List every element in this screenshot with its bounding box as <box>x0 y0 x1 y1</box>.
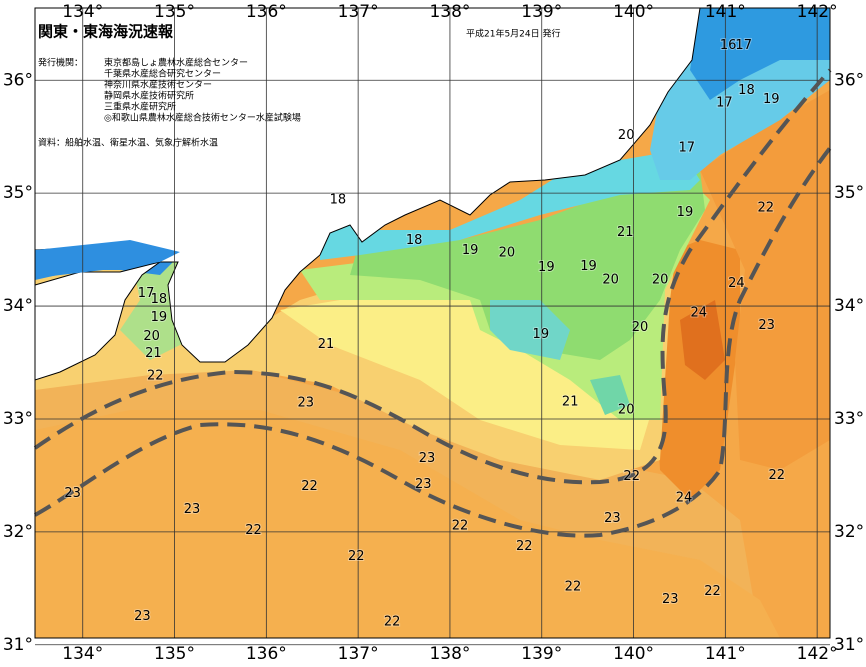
publisher: 三重県水産研究所 <box>104 101 176 113</box>
lat-label: 32° <box>834 522 864 542</box>
lon-label: 141° <box>705 2 746 22</box>
lat-label: 35° <box>834 183 864 203</box>
isotherm-label: 22 <box>623 469 640 484</box>
lon-label: 138° <box>429 644 470 664</box>
isotherm-label: 23 <box>662 592 679 607</box>
lat-label: 36° <box>3 70 33 90</box>
publisher: 千葉県水産総合研究センター <box>104 68 221 80</box>
isotherm-label: 20 <box>632 320 649 335</box>
isotherm-label: 23 <box>184 502 201 517</box>
isotherm-label: 19 <box>580 259 597 274</box>
lon-label: 137° <box>338 644 379 664</box>
inland-sea <box>35 240 180 278</box>
isotherm-label: 24 <box>676 491 693 506</box>
publisher: 東京都島しょ農林水産総合センター <box>104 57 248 69</box>
lat-label: 33° <box>3 409 33 429</box>
lat-label: 32° <box>3 522 33 542</box>
lon-label: 140° <box>613 644 654 664</box>
lon-label: 134° <box>62 644 103 664</box>
lon-label: 141° <box>705 644 746 664</box>
isotherm-label: 20 <box>652 273 669 288</box>
lat-label: 35° <box>3 183 33 203</box>
isotherm-label: 23 <box>419 451 436 466</box>
isotherm-label: 20 <box>602 273 619 288</box>
isotherm-label: 21 <box>562 395 579 410</box>
lat-label: 34° <box>834 296 864 316</box>
sources: 資料：船舶水温、衛星水温、気象庁解析水温 <box>38 137 218 149</box>
lon-label: 136° <box>246 2 287 22</box>
isotherm-label: 17 <box>138 286 155 301</box>
isotherm-label: 23 <box>604 511 621 526</box>
publisher-heading: 発行機関： <box>38 57 83 69</box>
isotherm-label: 22 <box>704 584 721 599</box>
isotherm-label: 23 <box>64 486 81 501</box>
isotherm-label: 19 <box>538 260 555 275</box>
isotherm-label: 24 <box>728 276 745 291</box>
lat-label: 36° <box>834 70 864 90</box>
lon-label: 134° <box>62 2 103 22</box>
isotherm-label: 20 <box>499 246 516 261</box>
isotherm-label: 22 <box>384 615 401 630</box>
lon-label: 135° <box>154 644 195 664</box>
isotherm-label: 22 <box>301 479 318 494</box>
isotherm-label: 22 <box>348 549 365 564</box>
publisher: 静岡県水産技術研究所 <box>104 90 194 102</box>
map-frame <box>34 7 831 639</box>
issue-date: 平成21年5月24日 発行 <box>466 28 561 40</box>
isotherm-label: 18 <box>330 192 347 207</box>
isotherm-label: 21 <box>617 225 634 240</box>
isotherm-label: 22 <box>757 200 774 215</box>
isotherm-label: 19 <box>677 205 694 220</box>
lon-label: 138° <box>429 2 470 22</box>
graticule <box>35 8 830 646</box>
isotherm-label: 19 <box>533 327 550 342</box>
isotherm-label: 19 <box>763 92 780 107</box>
lon-label: 142° <box>797 644 838 664</box>
publisher: 神奈川県水産技術センター <box>104 79 212 91</box>
isotherm-label: 22 <box>516 539 533 554</box>
isotherm-label: 18 <box>738 83 755 98</box>
isotherm-label: 22 <box>768 468 785 483</box>
isotherm-label: 17 <box>735 38 752 53</box>
isotherm-label: 18 <box>406 233 423 248</box>
lon-label: 137° <box>338 2 379 22</box>
isotherm-label: 19 <box>462 243 479 258</box>
isotherm-label: 22 <box>452 519 469 534</box>
isotherm-label: 20 <box>618 128 635 143</box>
lat-label: 31° <box>834 635 864 655</box>
title: 関東・東海海況速報 <box>38 23 174 41</box>
isotherm-label: 23 <box>415 477 432 492</box>
isotherm-label: 16 <box>720 38 737 53</box>
publisher: ◎和歌山県農林水産総合技術センター水産試験場 <box>104 112 301 124</box>
lat-label: 34° <box>3 296 33 316</box>
kuroshio-north-edge <box>33 68 832 485</box>
isotherm-label: 22 <box>245 523 262 538</box>
lon-label: 140° <box>613 2 654 22</box>
isotherm-label: 20 <box>618 402 635 417</box>
isotherm-label: 23 <box>758 318 775 333</box>
isotherm-label: 20 <box>143 329 160 344</box>
isotherm-label: 22 <box>147 369 164 384</box>
isotherm-label: 21 <box>318 337 335 352</box>
isotherm-label: 17 <box>679 141 696 156</box>
isotherm-label: 22 <box>565 580 582 595</box>
lon-label: 139° <box>521 644 562 664</box>
lon-label: 139° <box>521 2 562 22</box>
lon-label: 136° <box>246 644 287 664</box>
lat-label: 31° <box>3 635 33 655</box>
isotherm-label: 17 <box>716 95 733 110</box>
lon-label: 135° <box>154 2 195 22</box>
isotherm-label: 23 <box>298 396 315 411</box>
lat-label: 33° <box>834 409 864 429</box>
lon-label: 142° <box>797 2 838 22</box>
isotherm-label: 18 <box>151 292 168 307</box>
isotherm-label: 24 <box>690 305 707 320</box>
isotherm-label: 19 <box>151 310 168 325</box>
temperature-field <box>35 8 830 638</box>
isotherm-label: 21 <box>145 346 162 361</box>
isotherm-label: 23 <box>134 609 151 624</box>
kuroshio-south-edge <box>34 146 832 538</box>
